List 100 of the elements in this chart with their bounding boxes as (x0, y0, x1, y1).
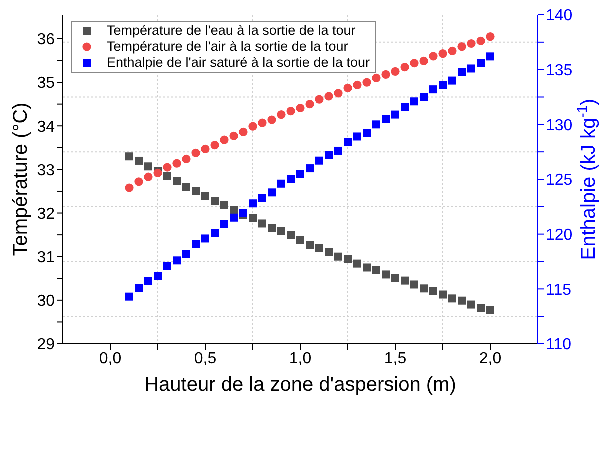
legend-label: Température de l'eau à la sortie de la tour (107, 23, 356, 39)
point (144, 277, 152, 286)
point (458, 296, 466, 305)
point (410, 59, 419, 68)
point (325, 248, 333, 256)
point (249, 200, 257, 208)
point (182, 183, 190, 192)
y2-tick-label: 120 (546, 227, 573, 244)
point (344, 255, 352, 264)
point (382, 270, 390, 279)
point (164, 172, 172, 180)
point (458, 68, 466, 76)
point (391, 67, 400, 76)
point (430, 287, 438, 296)
point (230, 132, 238, 140)
point (401, 276, 409, 285)
point (182, 250, 190, 258)
point (486, 52, 494, 61)
point (192, 148, 200, 158)
point (372, 120, 380, 129)
point (144, 162, 152, 171)
point (363, 129, 371, 138)
point (220, 200, 228, 209)
point (362, 78, 372, 87)
point (344, 84, 352, 93)
point (248, 122, 258, 131)
point (354, 260, 362, 268)
point (239, 128, 248, 137)
point (353, 80, 362, 90)
point (230, 214, 238, 222)
point (258, 118, 267, 128)
y-tick-label: 31 (37, 250, 56, 267)
y2-tick-label: 140 (546, 8, 573, 25)
point (268, 116, 276, 124)
point (268, 224, 276, 232)
point (429, 52, 438, 61)
point (126, 152, 134, 161)
point (439, 290, 447, 299)
point (410, 98, 418, 106)
x-tick-label: 1,0 (289, 350, 312, 368)
point (249, 214, 257, 222)
point (458, 42, 466, 52)
point (468, 300, 476, 309)
point (192, 240, 200, 248)
point (296, 170, 304, 178)
point (316, 244, 324, 252)
point (125, 184, 134, 192)
y-tick-label: 30 (37, 293, 56, 310)
point (468, 64, 476, 73)
point (277, 110, 286, 120)
point (410, 280, 418, 289)
point (486, 306, 494, 314)
y2-tick-label: 135 (546, 62, 573, 80)
point (258, 194, 266, 202)
point (135, 156, 143, 165)
point (211, 229, 219, 238)
y-tick-label: 34 (37, 118, 56, 136)
y2-tick-label: 115 (546, 282, 572, 299)
point (172, 159, 182, 168)
x-axis-title: Hauteur de la zone d'aspersion (m) (144, 374, 456, 396)
point (287, 231, 295, 240)
point (448, 294, 456, 303)
point (438, 49, 448, 58)
point (134, 178, 144, 186)
y-tick-label: 32 (37, 206, 56, 223)
point (382, 70, 390, 79)
point (286, 107, 296, 116)
legend-label: Enthalpie de l'air saturé à la sortie de la tour (107, 55, 370, 71)
point (372, 74, 381, 82)
point (477, 304, 485, 312)
point (306, 164, 314, 173)
point (334, 89, 343, 98)
point (401, 103, 409, 112)
point (173, 177, 181, 186)
y-tick-label: 35 (37, 75, 56, 92)
point (316, 156, 324, 165)
point (392, 274, 400, 282)
point (420, 56, 428, 66)
point (163, 163, 172, 172)
point (278, 227, 286, 236)
point (430, 86, 438, 94)
point (173, 256, 181, 265)
point (306, 100, 314, 109)
point (334, 252, 342, 261)
point (201, 144, 210, 154)
y-axis-title: Température (°C) (10, 102, 32, 256)
x-tick-label: 1,5 (384, 350, 407, 368)
point (258, 220, 266, 228)
point (344, 138, 352, 146)
point (363, 264, 371, 272)
y-tick-label: 33 (37, 162, 56, 180)
point (220, 220, 228, 228)
point (135, 284, 143, 292)
y-tick-label: 29 (37, 336, 56, 354)
point (325, 151, 333, 160)
point (372, 266, 380, 274)
point (182, 154, 191, 164)
point (296, 236, 304, 244)
point (439, 81, 447, 90)
point (392, 110, 400, 119)
